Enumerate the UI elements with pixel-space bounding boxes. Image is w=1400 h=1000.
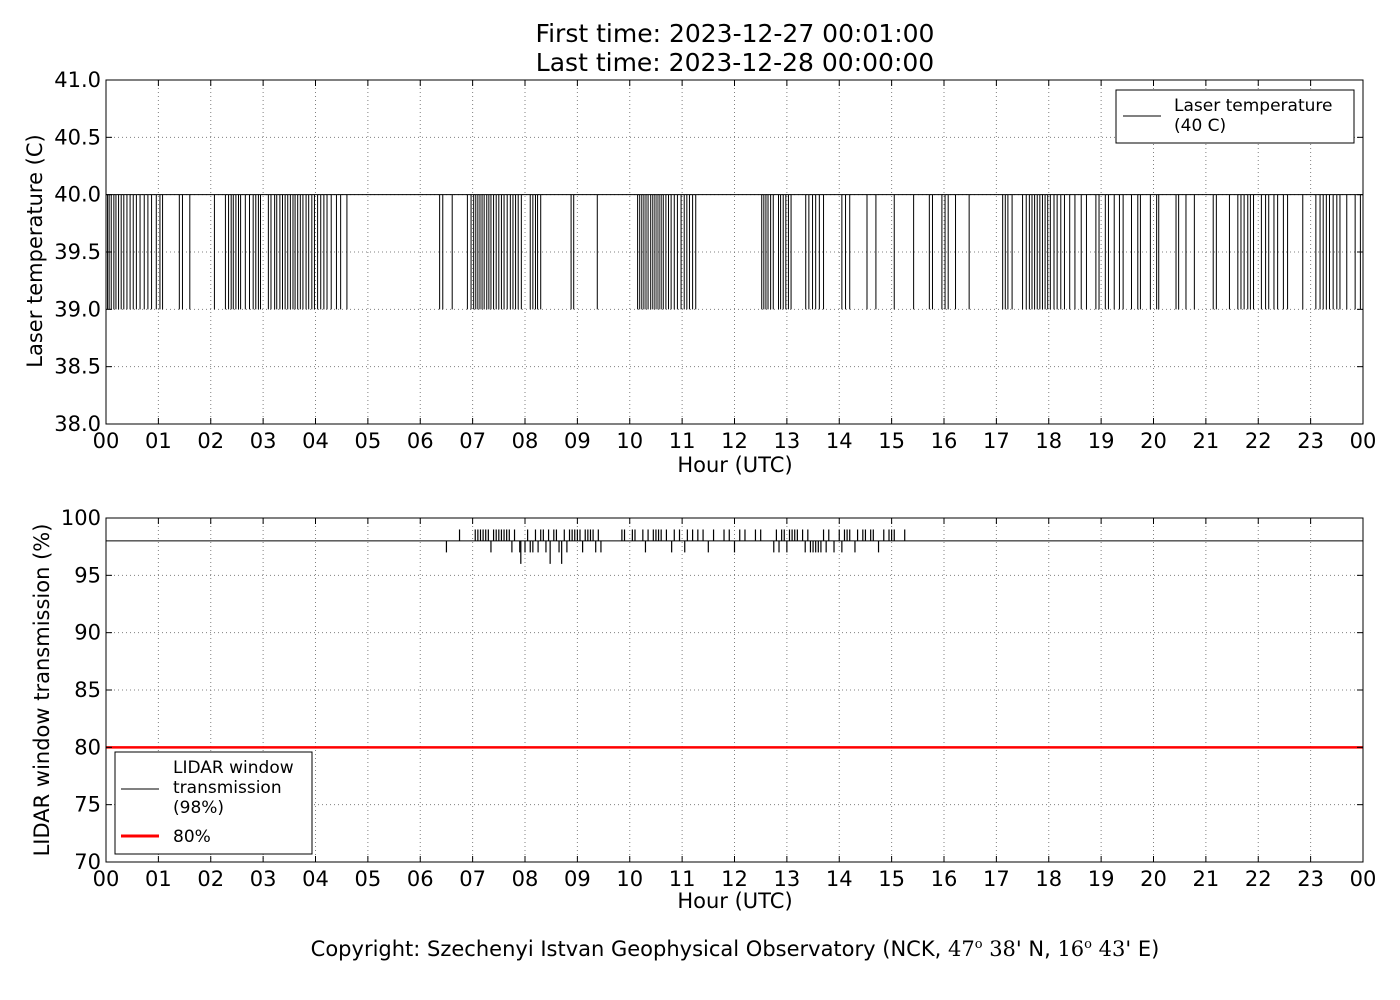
x-tick-label: 12 [721, 867, 748, 891]
y-tick-label: 41.0 [54, 68, 101, 92]
copyright-prefix: Copyright: Szechenyi Istvan Geophysical … [310, 937, 948, 961]
lidar-legend-line1: LIDAR window [173, 758, 294, 778]
x-tick-label: 09 [564, 867, 591, 891]
x-tick-label: 01 [145, 867, 172, 891]
x-tick-label: 14 [826, 867, 853, 891]
y-tick-label: 39.0 [54, 297, 101, 321]
x-tick-label: 21 [1193, 429, 1220, 453]
y-tick-label: 80 [74, 735, 101, 759]
laser-xlabel: Hour (UTC) [677, 453, 792, 477]
chart-title-last-time: Last time: 2023-12-28 00:00:00 [535, 48, 935, 77]
x-tick-label: 10 [616, 429, 643, 453]
x-tick-label: 20 [1140, 429, 1167, 453]
x-tick-label: 18 [1035, 429, 1062, 453]
latitude-suffix: ' N, [1015, 937, 1058, 961]
x-tick-label: 18 [1035, 867, 1062, 891]
x-tick-label: 17 [983, 429, 1010, 453]
x-tick-label: 05 [355, 867, 382, 891]
x-tick-label: 21 [1193, 867, 1220, 891]
laser-ylabel: Laser temperature (C) [23, 134, 47, 367]
x-tick-label: 06 [407, 867, 434, 891]
y-tick-label: 40.0 [54, 183, 101, 207]
x-tick-label: 04 [302, 429, 329, 453]
threshold-legend-label: 80% [173, 827, 211, 847]
lidar-legend-label: LIDAR window transmission (98%) [173, 758, 299, 818]
x-tick-label: 16 [931, 429, 958, 453]
latitude-degree-mark: o [974, 937, 983, 952]
x-tick-label: 11 [669, 429, 696, 453]
longitude-degrees: 16 [1057, 937, 1085, 961]
x-tick-label: 14 [826, 429, 853, 453]
x-tick-label: 13 [774, 429, 801, 453]
x-tick-label: 19 [1088, 429, 1115, 453]
x-tick-label: 16 [931, 867, 958, 891]
x-tick-label: 08 [512, 867, 539, 891]
laser-legend-line1: Laser temperature [1174, 96, 1332, 116]
lidar-xlabel: Hour (UTC) [677, 889, 792, 913]
x-tick-label: 15 [878, 429, 905, 453]
panel-0-plot: 00 01 02 03 04 05 06 07 08 09 10 11 12 13 14 15 16 17 18 19… [54, 68, 1376, 453]
y-tick-label: 85 [74, 678, 101, 702]
x-tick-label: 01 [145, 429, 172, 453]
x-tick-label: 02 [197, 867, 224, 891]
x-tick-label: 19 [1088, 867, 1115, 891]
x-tick-label: 09 [564, 429, 591, 453]
y-tick-label: 70 [74, 850, 101, 874]
lidar-transmission-panel: 00 01 02 03 04 05 06 07 08 09 10 11 12 13 14 15 16 17 18 19… [30, 506, 1376, 913]
x-tick-label: 22 [1245, 429, 1272, 453]
x-tick-label: 00 [93, 429, 120, 453]
x-tick-label: 03 [250, 867, 277, 891]
chart-title-first-time: First time: 2023-12-27 00:01:00 [535, 19, 935, 48]
y-tick-label: 38.5 [54, 355, 101, 379]
x-tick-label: 13 [774, 867, 801, 891]
y-tick-label: 39.5 [54, 240, 101, 264]
laser-legend-label: Laser temperature (40 C) [1174, 96, 1338, 136]
x-tick-label: 12 [721, 429, 748, 453]
longitude-suffix: ' E) [1125, 937, 1160, 961]
x-tick-label: 10 [616, 867, 643, 891]
x-tick-label: 07 [459, 867, 486, 891]
longitude-minutes: 43 [1092, 937, 1126, 961]
lidar-legend-line2: transmission [173, 778, 282, 798]
x-tick-label: 20 [1140, 867, 1167, 891]
x-tick-label: 02 [197, 429, 224, 453]
x-tick-label: 00 [1350, 867, 1377, 891]
x-tick-label: 15 [878, 867, 905, 891]
lidar-legend-line3: (98%) [173, 798, 224, 818]
lidar-ylabel: LIDAR window transmission (%) [30, 524, 54, 857]
x-tick-label: 07 [459, 429, 486, 453]
x-tick-label: 17 [983, 867, 1010, 891]
x-tick-label: 05 [355, 429, 382, 453]
x-tick-label: 22 [1245, 867, 1272, 891]
latitude-degrees: 47 [947, 937, 975, 961]
x-tick-label: 23 [1297, 429, 1324, 453]
x-tick-label: 00 [1350, 429, 1377, 453]
copyright-footer: Copyright: Szechenyi Istvan Geophysical … [0, 937, 1400, 961]
x-tick-label: 11 [669, 867, 696, 891]
y-tick-label: 90 [74, 621, 101, 645]
y-tick-label: 38.0 [54, 412, 101, 436]
y-tick-label: 95 [74, 563, 101, 587]
y-tick-label: 100 [61, 506, 101, 530]
latitude-minutes: 38 [982, 937, 1016, 961]
x-tick-label: 04 [302, 867, 329, 891]
laser-temperature-panel: 00 01 02 03 04 05 06 07 08 09 10 11 12 13 14 15 16 17 18 19… [23, 68, 1376, 477]
laser-legend: Laser temperature (40 C) [1115, 89, 1355, 144]
y-tick-label: 40.5 [54, 125, 101, 149]
x-tick-label: 08 [512, 429, 539, 453]
x-tick-label: 00 [93, 867, 120, 891]
lidar-legend: LIDAR window transmission (98%) 80% [114, 751, 313, 855]
longitude-degree-mark: o [1084, 937, 1092, 952]
x-tick-label: 06 [407, 429, 434, 453]
panel-1-plot: 00 01 02 03 04 05 06 07 08 09 10 11 12 13 14 15 16 17 18 19… [61, 506, 1376, 891]
laser-legend-line2: (40 C) [1174, 116, 1226, 136]
x-tick-label: 03 [250, 429, 277, 453]
x-tick-label: 23 [1297, 867, 1324, 891]
y-tick-label: 75 [74, 793, 101, 817]
